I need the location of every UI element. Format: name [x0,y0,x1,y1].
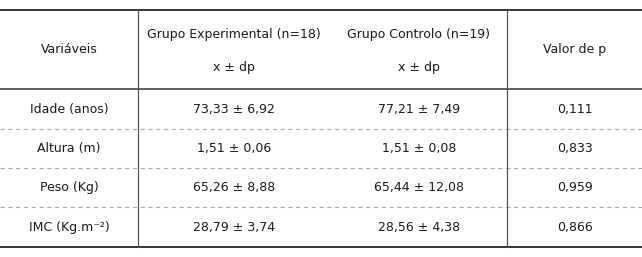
Text: 28,79 ± 3,74: 28,79 ± 3,74 [193,221,275,234]
Text: 65,44 ± 12,08: 65,44 ± 12,08 [374,181,464,194]
Text: Valor de p: Valor de p [543,43,606,56]
Text: 0,959: 0,959 [557,181,593,194]
Text: Peso (Kg): Peso (Kg) [40,181,98,194]
Text: x ± dp: x ± dp [213,61,256,74]
Text: 0,866: 0,866 [557,221,593,234]
Text: Grupo Experimental (n=18): Grupo Experimental (n=18) [148,27,321,41]
Text: 0,833: 0,833 [557,142,593,155]
Text: 0,111: 0,111 [557,103,593,116]
Text: IMC (Kg.m⁻²): IMC (Kg.m⁻²) [29,221,109,234]
Text: Grupo Controlo (n=19): Grupo Controlo (n=19) [347,27,490,41]
Text: Idade (anos): Idade (anos) [30,103,108,116]
Text: x ± dp: x ± dp [398,61,440,74]
Text: 28,56 ± 4,38: 28,56 ± 4,38 [378,221,460,234]
Text: Altura (m): Altura (m) [37,142,101,155]
Text: Variáveis: Variáveis [40,43,98,56]
Text: 1,51 ± 0,06: 1,51 ± 0,06 [197,142,272,155]
Text: 65,26 ± 8,88: 65,26 ± 8,88 [193,181,275,194]
Text: 77,21 ± 7,49: 77,21 ± 7,49 [378,103,460,116]
Text: 1,51 ± 0,08: 1,51 ± 0,08 [382,142,456,155]
Text: 73,33 ± 6,92: 73,33 ± 6,92 [193,103,275,116]
